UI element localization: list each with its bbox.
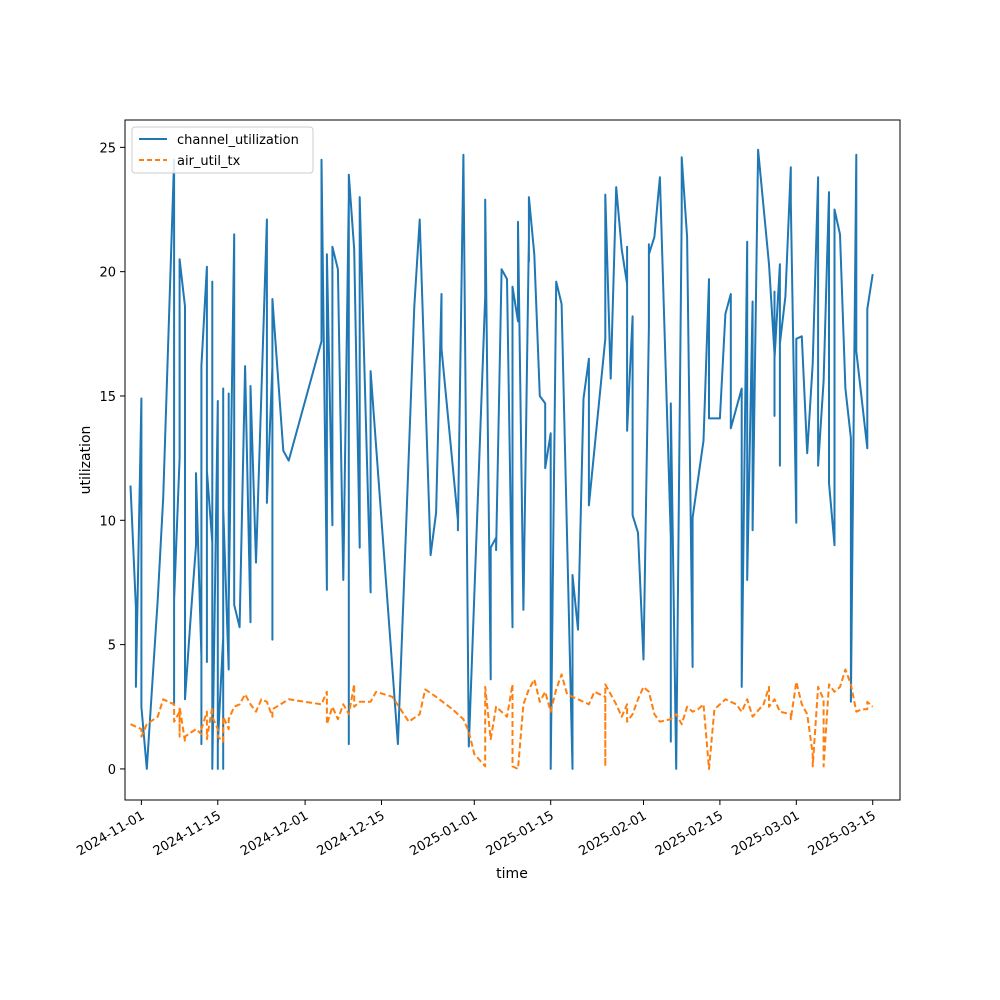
y-tick-label: 15	[99, 390, 116, 405]
series-layer	[129, 148, 874, 770]
y-axis-label: utilization	[78, 426, 94, 495]
x-axis-label: time	[496, 866, 528, 882]
plot-frame	[124, 119, 901, 801]
y-tick-label: 10	[99, 514, 116, 529]
y-axis-ticks: 0 5 10 15 20 25	[99, 141, 125, 778]
y-tick-label: 25	[99, 141, 116, 156]
series-line-channel-utilization	[129, 148, 874, 770]
y-tick-label: 20	[99, 266, 116, 281]
legend: channel_utilization air_util_tx	[131, 126, 314, 174]
y-tick-label: 0	[108, 763, 116, 778]
series-line-air-util-tx	[130, 668, 874, 770]
y-tick-label: 5	[108, 639, 116, 654]
legend-box	[131, 126, 314, 174]
legend-label-channel-utilization: channel_utilization	[177, 133, 299, 148]
legend-label-air-util-tx: air_util_tx	[177, 154, 241, 169]
